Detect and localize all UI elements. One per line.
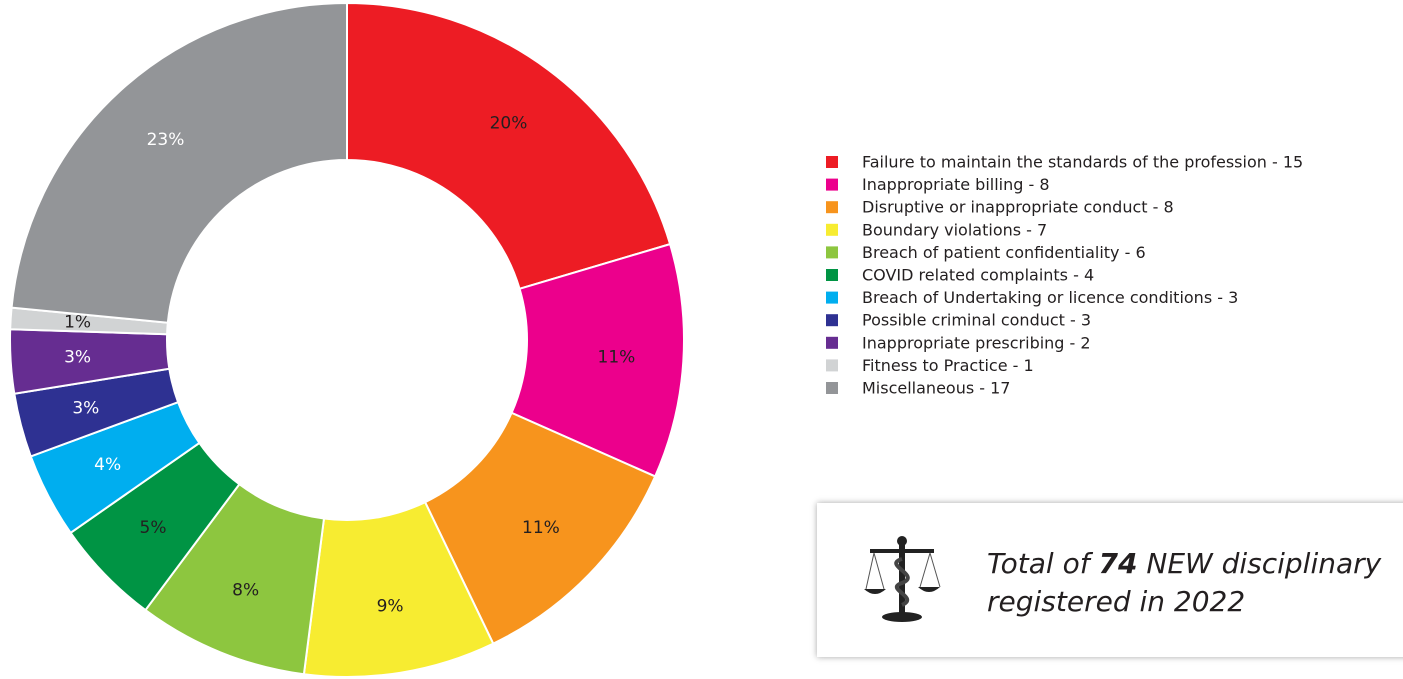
legend-swatch	[826, 178, 838, 191]
legend: Failure to maintain the standards of the…	[826, 153, 1303, 398]
legend-label: Breach of patient confidentiality - 6	[862, 243, 1146, 262]
legend-label: Inappropriate prescribing - 2	[862, 333, 1091, 352]
donut-chart: 20% 11% 11% 9% 8% 5% 4% 3% 3% 1% 23%	[9, 1, 685, 678]
slice-label: 5%	[140, 518, 167, 538]
scales-icon	[864, 536, 941, 622]
slice-label: 3%	[64, 347, 91, 367]
legend-label: Inappropriate billing - 8	[862, 175, 1050, 194]
legend-label: COVID related complaints - 4	[862, 266, 1094, 285]
legend-swatch	[826, 223, 838, 236]
slice	[346, 1, 672, 291]
legend-swatch	[826, 359, 838, 372]
legend-label: Disruptive or inappropriate conduct - 8	[862, 198, 1174, 217]
slice-label: 23%	[147, 130, 185, 150]
slice	[10, 1, 348, 324]
slice-label: 9%	[377, 597, 404, 617]
legend-label: Fitness to Practice - 1	[862, 356, 1034, 375]
legend-swatch	[826, 246, 838, 259]
legend-label: Breach of Undertaking or licence conditi…	[862, 288, 1238, 307]
callout-before: Total of	[987, 547, 1090, 580]
callout-line2: registered in 2022	[987, 585, 1246, 618]
slice-label: 3%	[72, 398, 99, 418]
slice-label: 4%	[94, 455, 121, 475]
callout-after: NEW disciplinary	[1146, 547, 1382, 580]
slice-label: 1%	[64, 313, 91, 333]
legend-label: Possible criminal conduct - 3	[862, 311, 1091, 330]
legend-label: Failure to maintain the standards of the…	[862, 153, 1303, 172]
legend-swatch	[826, 314, 838, 327]
legend-swatch	[826, 201, 838, 214]
legend-swatch	[826, 156, 838, 168]
callout-box	[817, 503, 1403, 657]
slice-label: 11%	[522, 518, 560, 538]
legend-label: Miscellaneous - 17	[862, 379, 1010, 398]
legend-swatch	[826, 336, 838, 349]
slice-label: 8%	[232, 580, 259, 600]
legend-swatch	[826, 291, 838, 304]
legend-label: Boundary violations - 7	[862, 220, 1047, 239]
legend-swatch	[826, 269, 838, 281]
slice-label: 20%	[490, 114, 528, 134]
callout-number: 74	[1098, 547, 1138, 580]
legend-swatch	[826, 382, 838, 394]
callout-text: Total of 74 NEW disciplinary registered i…	[987, 545, 1381, 621]
slice-label: 11%	[598, 347, 636, 367]
